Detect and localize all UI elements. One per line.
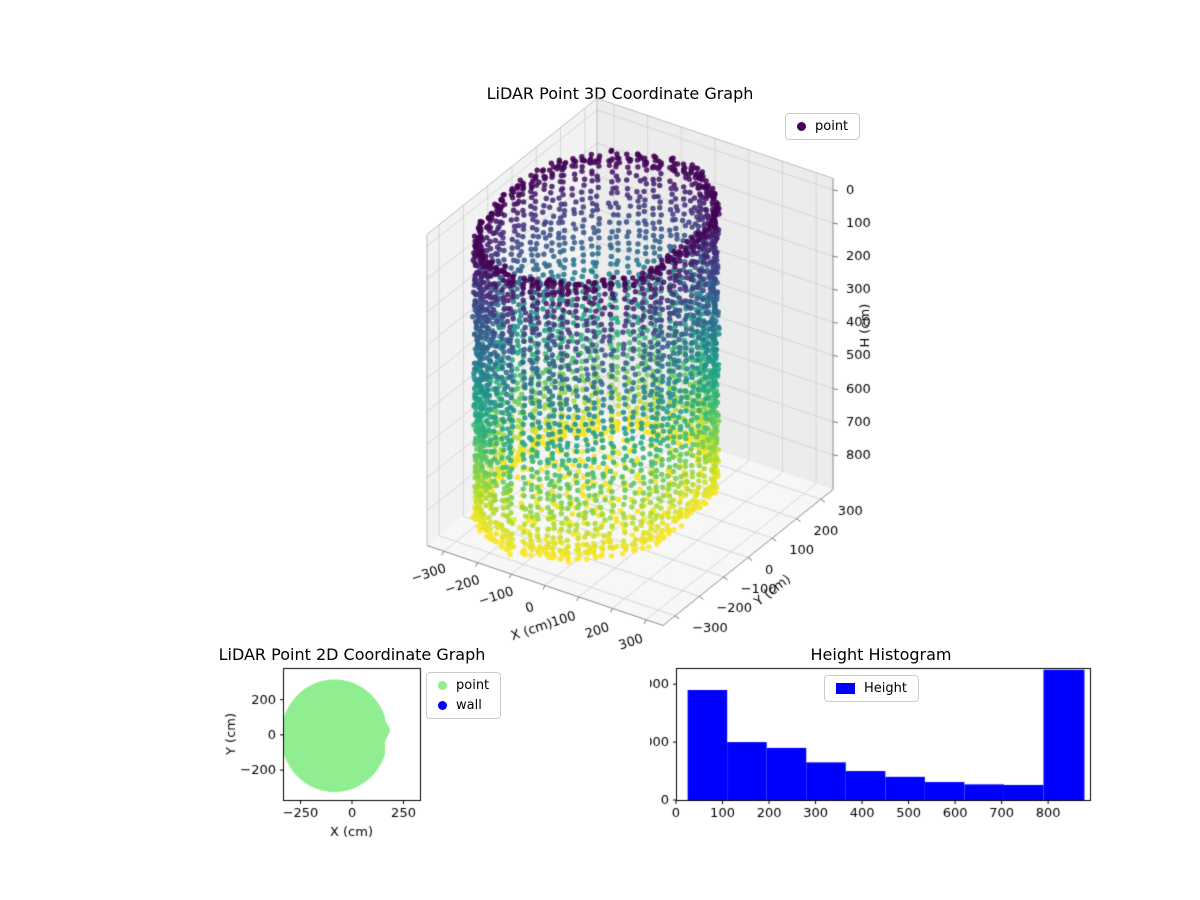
legend-item-2d-point: point (438, 678, 489, 693)
height-marker-icon (836, 683, 855, 694)
histogram-legend: Height (824, 675, 919, 702)
plot2d-canvas (215, 660, 445, 860)
histogram-title: Height Histogram (810, 645, 952, 664)
plot3d-canvas (360, 85, 900, 665)
legend-label-height: Height (864, 681, 907, 696)
legend-item-point: point (797, 119, 848, 134)
plot2d-title: LiDAR Point 2D Coordinate Graph (218, 645, 486, 664)
plot2d-legend: point wall (426, 672, 502, 719)
legend-item-2d-wall: wall (438, 698, 489, 713)
legend-item-height: Height (836, 681, 907, 696)
wall-marker-icon (438, 701, 447, 710)
legend-label-point: point (815, 119, 849, 134)
point-2d-marker-icon (438, 681, 447, 690)
legend-label-2d-point: point (456, 678, 490, 693)
point-marker-icon (797, 122, 806, 131)
legend-label-2d-wall: wall (456, 698, 482, 713)
plot3d-legend: point (785, 113, 861, 140)
